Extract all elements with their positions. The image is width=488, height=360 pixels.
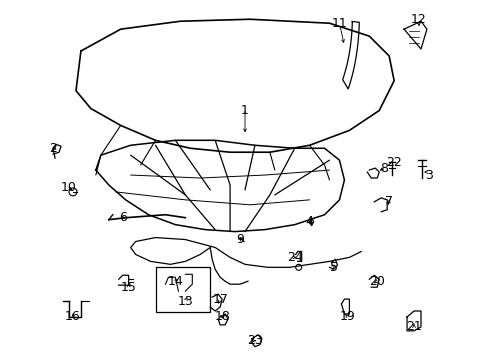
Text: 14: 14 <box>167 275 183 288</box>
Text: 21: 21 <box>406 320 421 333</box>
Text: 1: 1 <box>241 104 248 117</box>
Text: 6: 6 <box>119 211 126 224</box>
Text: 2: 2 <box>49 142 57 155</box>
Text: 17: 17 <box>212 293 227 306</box>
Text: 22: 22 <box>386 156 401 168</box>
Text: 7: 7 <box>385 195 392 208</box>
Text: 16: 16 <box>65 310 81 323</box>
Text: 12: 12 <box>410 13 426 26</box>
Text: 15: 15 <box>121 281 136 294</box>
Text: 5: 5 <box>330 261 338 274</box>
Text: 13: 13 <box>177 294 193 307</box>
Text: 10: 10 <box>61 181 77 194</box>
Text: 3: 3 <box>424 168 432 181</box>
Text: 20: 20 <box>368 275 385 288</box>
Text: 9: 9 <box>236 233 244 246</box>
Text: 11: 11 <box>331 17 346 30</box>
Text: 19: 19 <box>339 310 355 323</box>
Text: 18: 18 <box>214 310 229 323</box>
Text: 24: 24 <box>286 251 302 264</box>
Text: 8: 8 <box>380 162 387 175</box>
Text: 4: 4 <box>305 215 313 228</box>
Text: 23: 23 <box>246 334 262 347</box>
Bar <box>155 267 210 312</box>
